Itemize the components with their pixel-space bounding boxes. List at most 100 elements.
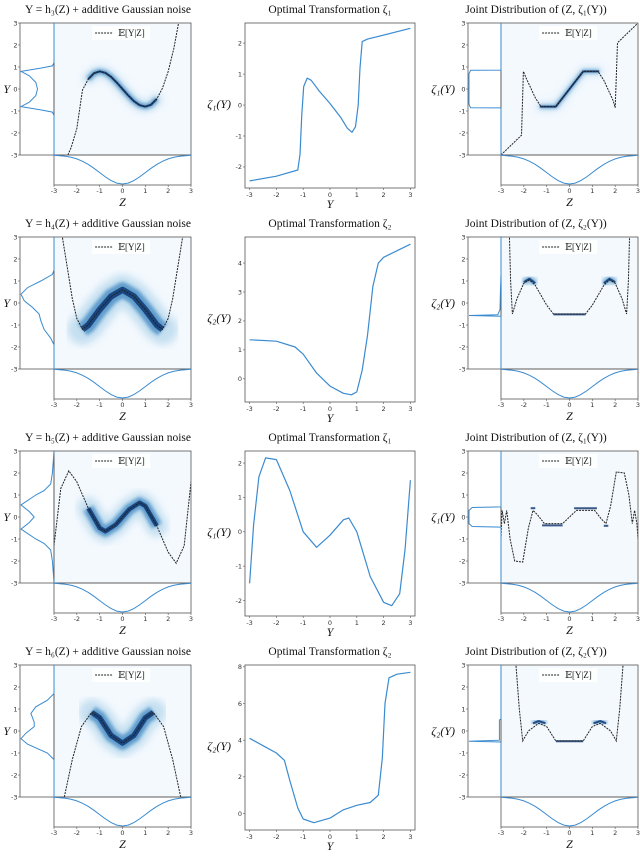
transformation-panel: Optimal Transformation ζ₁ -3 -2 -1 0 1 2 3 -2 -1 0… [207,432,416,639]
transformation-axes [244,450,416,617]
x-tick-label: 1 [590,187,594,195]
x-tick-label: -1 [543,615,549,623]
legend-box [92,26,151,40]
y-tick-label: 0 [461,727,465,735]
y-tick-label: 2 [461,41,465,49]
y-tick-label: 1 [461,491,465,499]
y-axis-label: Y [3,296,11,310]
legend-label: 𝔼[Y|Z] [565,28,592,38]
density-layer [67,23,180,155]
x-tick-label: 2 [382,833,386,841]
y-tick-label: 3 [13,447,17,455]
x-tick-label: 0 [328,833,332,841]
x-tick-label: -3 [498,615,504,623]
x-tick-label: -3 [498,401,504,409]
x-tick-label: 1 [355,833,359,841]
y-tick-label: -3 [459,151,465,159]
y-tick-label: 3 [13,19,17,27]
density-core [593,720,607,725]
y-tick-label: -1 [459,107,465,115]
x-tick-label: 0 [120,829,124,837]
x-tick-label: 1 [590,615,594,623]
figure-row-4: Y = h₆(Z) + additive Gaussian noise 𝔼[Y|Z… [3,646,640,853]
y-tick-label: -1 [459,535,465,543]
x-tick-label: 0 [328,405,332,413]
transformation-curve [249,457,411,607]
x-tick-label: -3 [498,829,504,837]
x-tick-label: -1 [543,829,549,837]
legend-label: 𝔼[Y|Z] [565,670,592,680]
density-layer [508,237,631,319]
x-tick-label: -3 [246,619,252,627]
x-tick-label: 0 [567,187,571,195]
y-tick-label: 1 [238,494,242,502]
y-marginal-curve [20,665,55,797]
x-tick-label: 1 [355,191,359,199]
y-marginal-curve [19,23,55,155]
x-tick-label: 1 [355,405,359,413]
y-tick-label: 1 [13,63,17,71]
y-marginal-curve [20,450,55,584]
middle-title: Optimal Transformation ζ₁ [268,432,391,444]
x-tick-label: 0 [567,829,571,837]
x-tick-label: -2 [273,405,279,413]
joint-density-background [501,665,638,797]
y-tick-label: 2 [13,255,17,263]
middle-title: Optimal Transformation ζ₁ [268,4,391,16]
x-tick-label: 2 [382,405,386,413]
y-marginal-curve [468,23,502,155]
x-tick-label: 2 [382,191,386,199]
transformation-axes [244,22,416,189]
y-tick-label: -2 [459,557,465,565]
x-tick-label: 3 [189,615,193,623]
x-tick-label: 3 [408,833,412,841]
joint-panel-transformed: Joint Distribution of (Z, ζ₂(Y)) 𝔼[Y|Z] -3… [431,646,640,851]
x-tick-label: -3 [246,405,252,413]
x-axis-label: Z [566,195,573,209]
x-axis-label: Z [119,837,126,851]
y-tick-label: 2 [461,469,465,477]
y-tick-label: -1 [236,562,242,570]
z-marginal-curve [500,368,639,399]
transformation-panel: Optimal Transformation ζ₁ -3 -2 -1 0 1 2 3 -2 -1 0… [207,4,416,211]
y-tick-label: 1 [461,277,465,285]
legend-box [92,454,151,468]
x-tick-label: 0 [120,615,124,623]
y-axis-label: ζ₂(Y) [431,724,455,738]
y-tick-label: -2 [11,557,17,565]
expectation-curve [61,237,184,331]
y-tick-label: 1 [13,491,17,499]
x-tick-label: -2 [521,615,527,623]
y-tick-label: -2 [11,343,17,351]
y-tick-label: -1 [459,749,465,757]
y-tick-label: -2 [459,343,465,351]
expectation-curve [501,471,638,563]
density-layer [54,469,191,565]
x-tick-label: -1 [96,401,102,409]
density-layer [501,471,638,563]
y-tick-label: 3 [461,233,465,241]
legend-label: 𝔼[Y|Z] [118,242,145,252]
x-tick-label: 2 [613,615,617,623]
x-tick-label: -1 [300,191,306,199]
y-tick-label: 8 [238,663,242,671]
y-tick-label: -2 [236,597,242,605]
y-axis-label: ζ₁(Y) [207,525,231,539]
density-layer [515,665,624,745]
x-tick-label: 1 [355,619,359,627]
x-tick-label: 3 [636,615,640,623]
legend-box [539,240,598,254]
y-tick-label: -2 [459,129,465,137]
density-layer [61,237,184,345]
x-axis-label: Y [327,625,335,639]
expectation-curve [501,23,638,155]
right-title: Joint Distribution of (Z, ζ₂(Y)) [465,218,606,230]
x-tick-label: -1 [300,619,306,627]
y-tick-label: 1 [461,705,465,713]
x-tick-label: 1 [143,187,147,195]
legend-label: 𝔼[Y|Z] [565,456,592,466]
z-marginal-frame [500,582,639,614]
y-axis-label: Y [3,510,11,524]
y-tick-label: -3 [459,579,465,587]
y-tick-label: 1 [238,70,242,78]
